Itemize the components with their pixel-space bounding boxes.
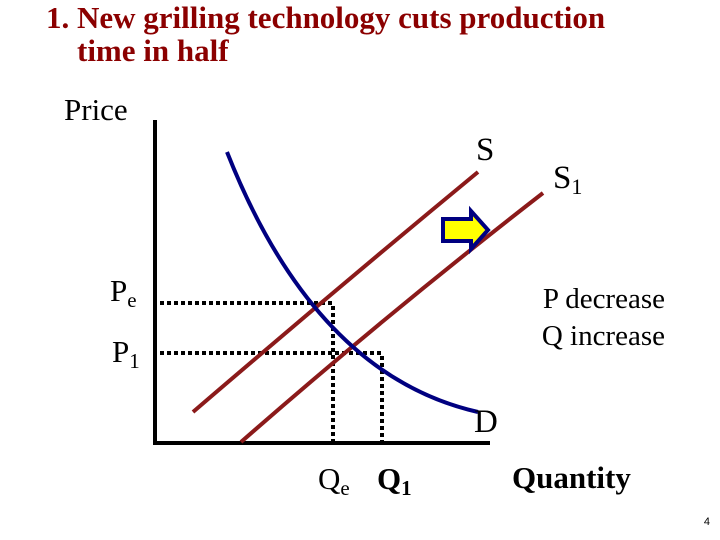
slide-number: 4 (703, 516, 710, 528)
right-arrow-icon (441, 205, 491, 255)
equilibrium-guides (160, 301, 384, 442)
q1-label: Q1 (377, 461, 412, 500)
pe-label-main: P (110, 273, 127, 308)
supply-curve-s1 (239, 191, 545, 444)
title-number: 1. (46, 0, 70, 35)
pe-label: Pe (110, 273, 137, 312)
supply-new-label: S1 (553, 160, 582, 199)
supply-new-label-sub: 1 (571, 174, 582, 199)
x-axis-label: Quantity (512, 460, 631, 495)
qe-label-sub: e (340, 476, 349, 500)
qe-label-main: Q (318, 461, 340, 496)
qe-label: Qe (318, 461, 350, 500)
q1-label-sub: 1 (401, 476, 412, 500)
title-line-2: time in half (77, 32, 229, 68)
q1-label-main: Q (377, 461, 401, 496)
supply-label: S (476, 132, 494, 168)
supply-curve-s (191, 170, 480, 414)
supply-new-label-main: S (553, 160, 571, 196)
y-axis-label: Price (64, 92, 128, 127)
demand-label: D (474, 404, 498, 440)
p1-label: P1 (112, 334, 140, 373)
p1-label-main: P (112, 334, 129, 369)
p1-label-sub: 1 (129, 349, 140, 373)
annotation-quantity: Q increase (542, 320, 665, 352)
slide-title: 1. New grilling technology cuts productio… (46, 0, 716, 68)
demand-curve (225, 151, 479, 414)
annotation-price: P decrease (543, 283, 665, 315)
title-line-1: New grilling technology cuts production (77, 0, 606, 35)
pe-label-sub: e (127, 288, 136, 312)
